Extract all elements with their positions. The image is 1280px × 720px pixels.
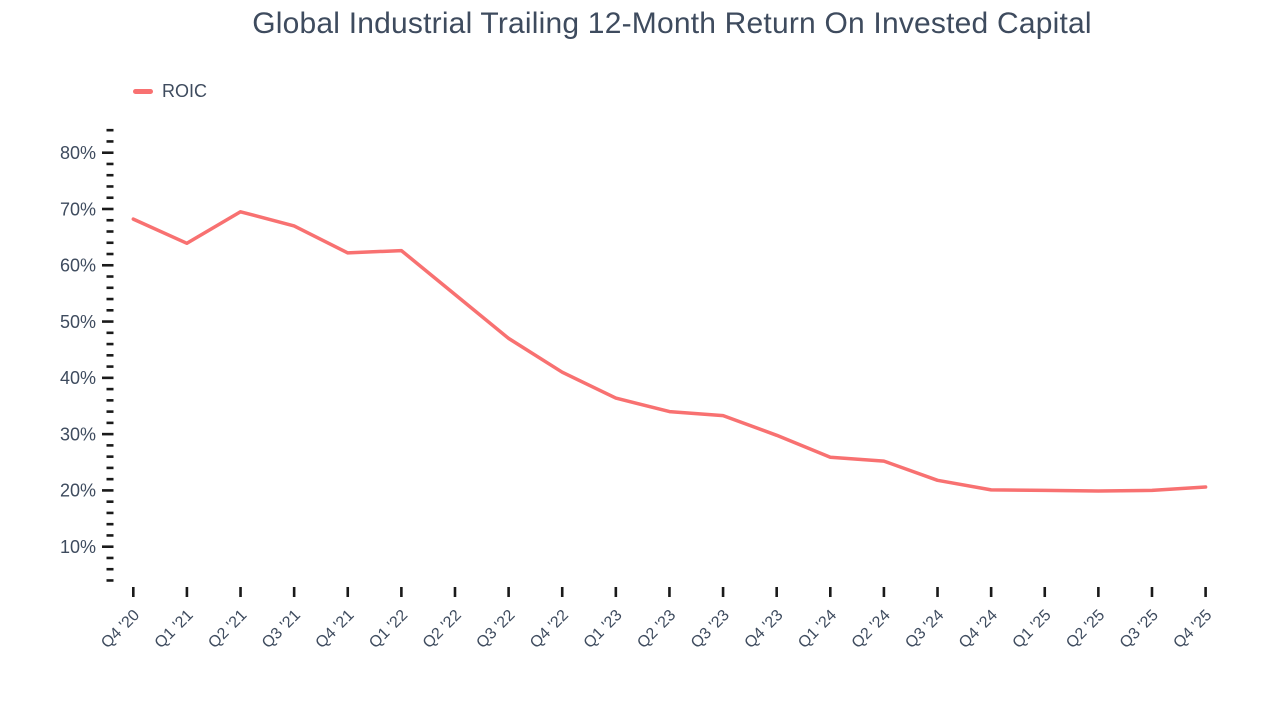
x-axis-tick-label: Q2 '23 xyxy=(634,607,679,652)
x-axis-tick-label: Q1 '24 xyxy=(795,607,840,652)
y-axis-tick-label: 30% xyxy=(60,424,96,444)
x-axis-tick-label: Q2 '21 xyxy=(205,607,250,652)
y-axis-tick-label: 60% xyxy=(60,256,96,276)
x-axis-tick-label: Q4 '20 xyxy=(98,607,143,652)
legend-label: ROIC xyxy=(162,81,207,101)
legend-item-roic[interactable]: ROIC xyxy=(133,82,207,100)
x-axis-tick-label: Q4 '25 xyxy=(1170,607,1215,652)
y-axis-tick-label: 80% xyxy=(60,143,96,163)
x-axis-tick-label: Q3 '24 xyxy=(902,607,947,652)
y-axis-tick-label: 40% xyxy=(60,368,96,388)
x-axis-tick-label: Q1 '22 xyxy=(366,607,411,652)
x-axis-tick-label: Q1 '25 xyxy=(1010,607,1055,652)
x-axis-tick-label: Q1 '21 xyxy=(152,607,197,652)
chart-title: Global Industrial Trailing 12-Month Retu… xyxy=(252,7,1092,40)
x-axis-tick-label: Q4 '21 xyxy=(313,607,358,652)
roic-line xyxy=(131,210,1208,493)
x-axis-tick-label: Q4 '22 xyxy=(527,607,572,652)
x-axis-tick-label: Q4 '23 xyxy=(742,607,787,652)
x-axis-tick-label: Q1 '23 xyxy=(581,607,626,652)
x-axis-tick-label: Q3 '25 xyxy=(1117,607,1162,652)
y-axis-tick-label: 10% xyxy=(60,537,96,557)
y-axis-tick-label: 20% xyxy=(60,481,96,501)
x-axis-tick-label: Q2 '25 xyxy=(1063,607,1108,652)
x-axis-tick-label: Q2 '24 xyxy=(849,607,894,652)
x-axis-tick-label: Q2 '22 xyxy=(420,607,465,652)
y-axis-tick-label: 70% xyxy=(60,199,96,219)
x-axis-tick-label: Q3 '23 xyxy=(688,607,733,652)
legend-swatch-icon xyxy=(133,88,153,94)
y-axis-tick-label: 50% xyxy=(60,312,96,332)
x-axis-tick-label: Q3 '22 xyxy=(473,607,518,652)
x-axis-tick-label: Q3 '21 xyxy=(259,607,304,652)
x-axis-tick-label: Q4 '24 xyxy=(956,607,1001,652)
